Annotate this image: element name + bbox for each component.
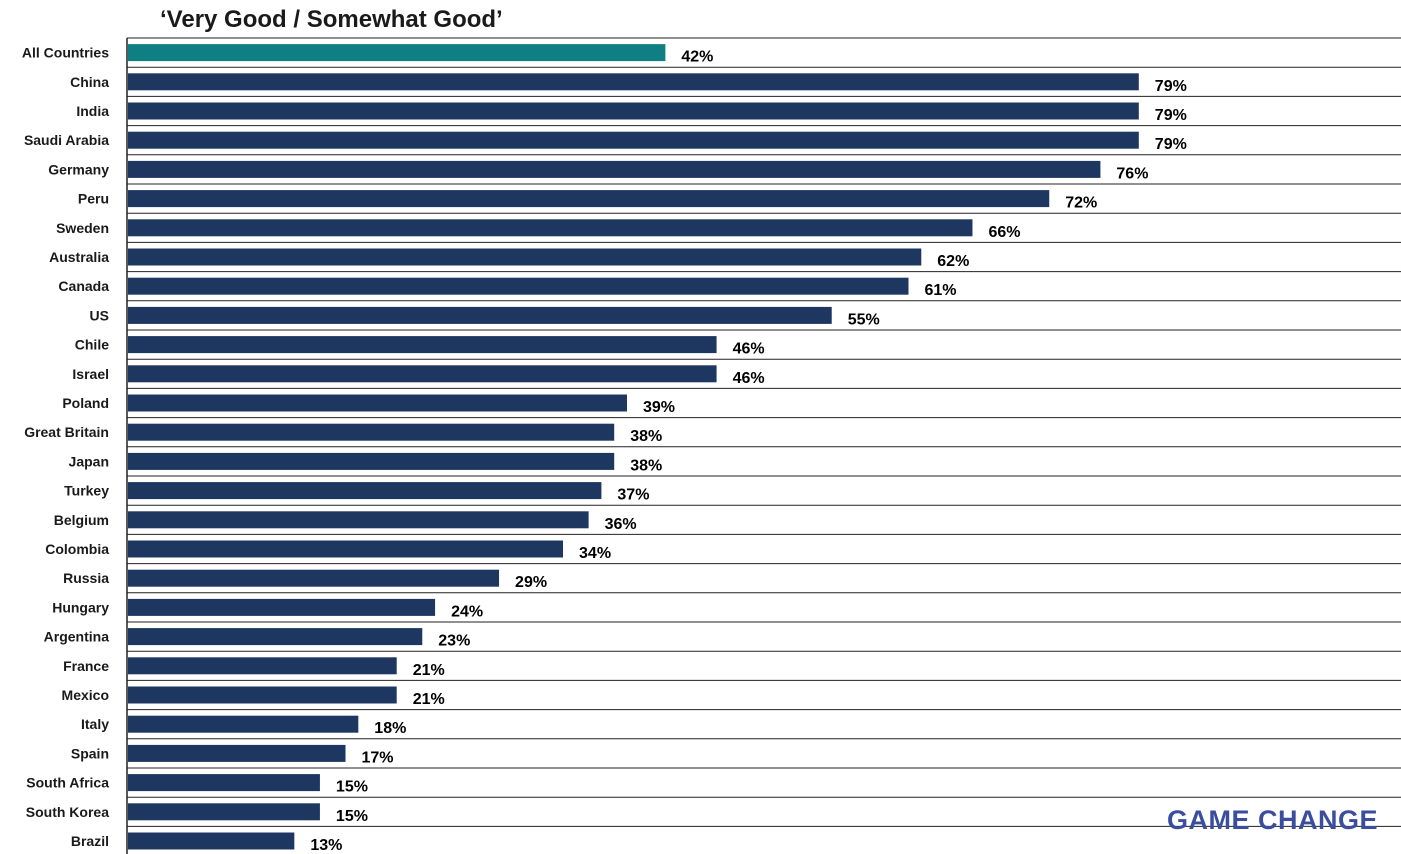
category-label: Germany [48, 161, 109, 177]
bar [128, 569, 500, 587]
bar [128, 744, 346, 762]
bar [128, 598, 436, 616]
bar [128, 774, 320, 792]
bar [128, 248, 922, 266]
category-label: Russia [63, 570, 109, 586]
category-label: Brazil [71, 833, 109, 849]
bar [128, 803, 320, 821]
data-label: 79% [1155, 78, 1187, 95]
data-label: 55% [848, 311, 880, 328]
category-label: Colombia [45, 541, 109, 557]
category-label: South Korea [26, 804, 109, 820]
category-label: India [76, 103, 109, 119]
category-label: Japan [69, 453, 109, 469]
bar [128, 336, 717, 354]
data-label: 21% [413, 691, 445, 708]
category-label: All Countries [22, 45, 109, 61]
category-label: Poland [62, 395, 109, 411]
category-label: France [63, 658, 109, 674]
data-label: 66% [988, 224, 1020, 241]
bar [128, 160, 1101, 178]
bar [128, 277, 909, 295]
bar [128, 219, 973, 237]
bar [128, 306, 832, 324]
data-label: 37% [617, 487, 649, 504]
bar [128, 73, 1139, 91]
data-label: 15% [336, 808, 368, 825]
data-label: 13% [310, 837, 342, 854]
category-label: Sweden [56, 220, 109, 236]
data-label: 18% [374, 720, 406, 737]
data-label: 15% [336, 779, 368, 796]
bar [128, 394, 628, 412]
category-label: Chile [75, 337, 109, 353]
category-label: Turkey [64, 483, 109, 499]
bar [128, 715, 359, 733]
bar [128, 511, 589, 529]
chart-title: ‘Very Good / Somewhat Good’ [160, 6, 503, 33]
data-label: 23% [438, 633, 470, 650]
category-label: Great Britain [24, 424, 109, 440]
category-label: Saudi Arabia [24, 132, 109, 148]
bar [128, 44, 666, 62]
data-label: 76% [1116, 165, 1148, 182]
watermark-logo: GAME CHANGE [1167, 805, 1379, 835]
bar [128, 190, 1050, 208]
data-label: 46% [733, 370, 765, 387]
category-label: Belgium [54, 512, 109, 528]
category-label: Italy [81, 716, 109, 732]
data-label: 42% [681, 49, 713, 66]
data-label: 17% [362, 749, 394, 766]
bar [128, 102, 1139, 120]
data-label: 46% [733, 341, 765, 358]
data-label: 29% [515, 574, 547, 591]
category-label: Australia [49, 249, 109, 265]
category-label: South Africa [26, 775, 109, 791]
category-label: China [70, 74, 109, 90]
bar [128, 365, 717, 383]
bar [128, 832, 295, 850]
category-label: Hungary [52, 599, 109, 615]
data-label: 62% [937, 253, 969, 270]
data-label: 38% [630, 428, 662, 445]
category-label: Israel [72, 366, 109, 382]
data-label: 61% [924, 282, 956, 299]
data-label: 38% [630, 457, 662, 474]
data-label: 79% [1155, 107, 1187, 124]
data-label: 36% [605, 516, 637, 533]
category-label: Argentina [44, 629, 110, 645]
data-label: 24% [451, 603, 483, 620]
data-label: 72% [1065, 195, 1097, 212]
bar [128, 131, 1139, 149]
bar [128, 452, 615, 470]
data-label: 34% [579, 545, 611, 562]
bar [128, 482, 602, 500]
category-label: Canada [58, 278, 109, 294]
data-label: 39% [643, 399, 675, 416]
bar [128, 423, 615, 441]
data-label: 21% [413, 662, 445, 679]
category-label: Mexico [62, 687, 109, 703]
bar [128, 657, 397, 675]
bar [128, 686, 397, 704]
data-label: 79% [1155, 136, 1187, 153]
bar [128, 628, 423, 646]
category-label: Peru [78, 191, 109, 207]
category-label: Spain [71, 745, 109, 761]
category-label: US [90, 307, 109, 323]
bar [128, 540, 564, 558]
